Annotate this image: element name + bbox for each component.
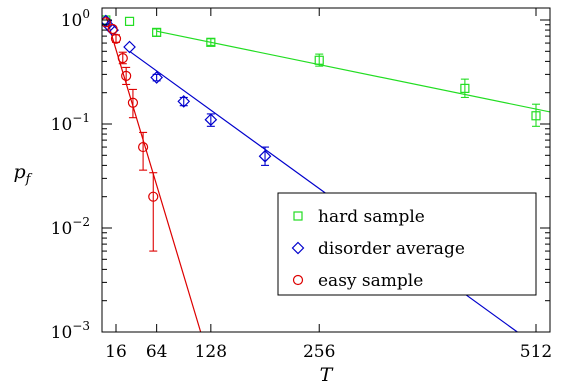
point-easy-sample	[121, 70, 132, 82]
x-tick-label: 512	[520, 342, 552, 362]
legend-marker-disorder-average	[291, 241, 305, 255]
x-tick-label: 16	[105, 342, 127, 362]
data-points	[102, 14, 541, 252]
point-hard-sample	[124, 16, 135, 26]
point-disorder-average	[150, 71, 163, 84]
legend-label-hard-sample: hard sample	[318, 207, 425, 227]
point-hard-sample	[152, 27, 162, 37]
point-disorder-average	[123, 40, 136, 54]
point-easy-sample	[127, 97, 139, 108]
plot-frame	[101, 7, 551, 333]
x-axis-label: T	[320, 364, 334, 386]
y-tick-label: 10−1	[51, 111, 90, 135]
legend: hard sample disorder average easy sample	[277, 192, 537, 296]
point-easy-sample	[117, 53, 128, 64]
point-hard-sample	[460, 83, 470, 93]
x-tick-label: 64	[146, 342, 168, 362]
point-easy-sample	[137, 141, 149, 153]
x-tick-label: 256	[303, 342, 335, 362]
legend-label-disorder-average: disorder average	[318, 239, 465, 259]
point-disorder-average	[177, 95, 191, 108]
legend-label-easy-sample: easy sample	[318, 271, 423, 291]
legend-marker-easy-sample	[292, 274, 304, 286]
point-easy-sample	[107, 23, 118, 35]
point-hard-sample	[314, 55, 324, 65]
legend-box	[277, 192, 537, 296]
y-tick-label: 100	[61, 7, 90, 31]
y-axis-label: pf	[14, 161, 33, 187]
point-disorder-average	[204, 113, 218, 127]
point-disorder-average	[258, 149, 272, 163]
point-easy-sample	[102, 17, 111, 28]
point-hard-sample	[531, 111, 541, 121]
point-hard-sample	[206, 37, 216, 47]
y-tick-label: 10−3	[51, 319, 90, 343]
point-easy-sample	[148, 191, 159, 202]
fit-line-hard-sample	[156, 30, 550, 113]
x-tick-label: 128	[195, 342, 227, 362]
legend-marker-hard-sample	[293, 211, 303, 221]
point-easy-sample	[110, 33, 122, 44]
axis-ticks: 16 64 128 256 512 100 10−1 10−2 10−3	[51, 7, 553, 362]
y-tick-label: 10−2	[51, 215, 90, 239]
